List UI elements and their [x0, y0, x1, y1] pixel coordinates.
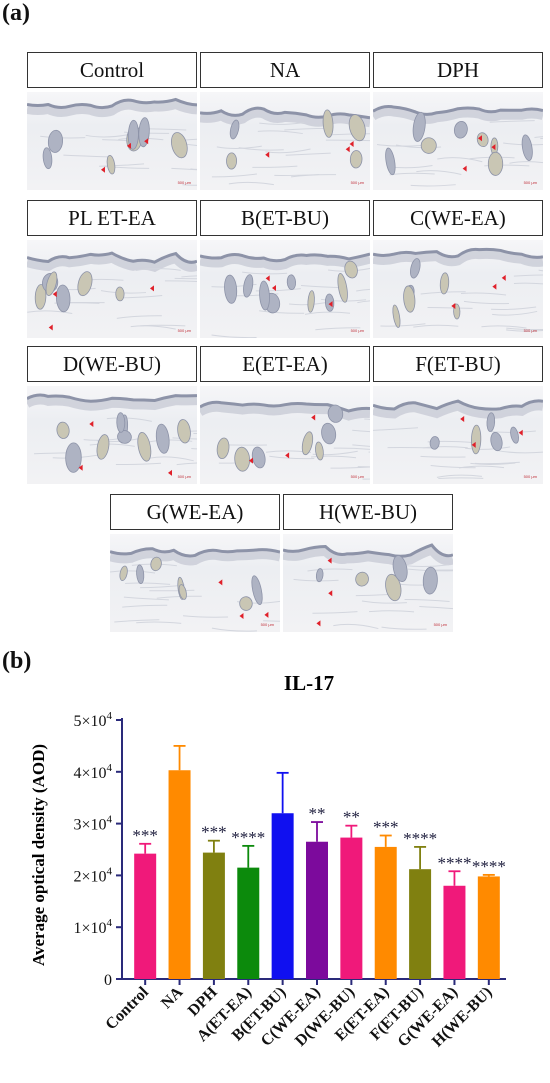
- histology-image-f-et-bu: 500 μm: [373, 386, 543, 484]
- significance-label-5: **: [309, 804, 326, 823]
- scale-bar-text: 500 μm: [524, 328, 538, 333]
- x-tick-label: Control: [102, 983, 152, 1033]
- significance-label-9: ****: [437, 853, 471, 872]
- chart-title: IL-17: [284, 671, 334, 695]
- tile-label-e-et-ea: E(ET-EA): [200, 346, 370, 382]
- histology-image-dph: 500 μm: [373, 92, 543, 190]
- histology-image-h-we-bu: 500 μm: [283, 534, 453, 632]
- scale-bar-text: 500 μm: [178, 474, 192, 479]
- x-tick-label: NA: [158, 983, 187, 1012]
- histology-image-e-et-ea: 500 μm: [200, 386, 370, 484]
- bar-10: [477, 876, 500, 979]
- tile-label-f-et-bu: F(ET-BU): [373, 346, 543, 382]
- histology-image-control: 500 μm: [27, 92, 197, 190]
- bar-6: [340, 837, 363, 979]
- scale-bar-text: 500 μm: [261, 622, 275, 627]
- tile-label-dph: DPH: [373, 52, 543, 88]
- y-tick-label: 5×104: [73, 710, 112, 730]
- bar-5: [306, 841, 328, 979]
- bar-8: [409, 869, 432, 979]
- scale-bar-text: 500 μm: [351, 328, 365, 333]
- y-tick-label: 4×104: [73, 762, 112, 782]
- y-tick-label: 2×104: [73, 865, 112, 885]
- significance-label-7: ***: [373, 818, 399, 837]
- tile-label-d-we-bu: D(WE-BU): [27, 346, 197, 382]
- chart-body: 0 1×104 2×104 3×104 4×104 5×104 *** Control NA **…: [73, 710, 506, 1051]
- tile-label-b-et-bu: B(ET-BU): [200, 200, 370, 236]
- panel-a-letter: (a): [2, 0, 30, 26]
- scale-bar-text: 500 μm: [178, 328, 192, 333]
- scale-bar-text: 500 μm: [178, 180, 192, 185]
- histology-image-pl-et-ea: 500 μm: [27, 240, 197, 338]
- significance-label-10: ****: [472, 857, 506, 876]
- histology-image-c-we-ea: 500 μm: [373, 240, 543, 338]
- significance-label-8: ****: [403, 829, 437, 848]
- significance-label-3: ****: [231, 828, 265, 847]
- significance-label-0: ***: [132, 826, 158, 845]
- tile-label-na: NA: [200, 52, 370, 88]
- panel-b-letter: (b): [2, 648, 32, 674]
- y-tick-label: 0: [104, 972, 112, 989]
- bar-2: [202, 852, 225, 979]
- scale-bar-text: 500 μm: [524, 180, 538, 185]
- scale-bar-text: 500 μm: [524, 474, 538, 479]
- tile-label-pl-et-ea: PL ET-EA: [27, 200, 197, 236]
- tile-label-h-we-bu: H(WE-BU): [283, 494, 453, 530]
- bar-3: [237, 867, 260, 979]
- bar-chart: IL-17 Average optical density (AOD) 0 1×1…: [29, 671, 506, 1051]
- scale-bar-text: 500 μm: [351, 180, 365, 185]
- histology-image-d-we-bu: 500 μm: [27, 386, 197, 484]
- bar-9: [443, 885, 466, 979]
- tile-label-c-we-ea: C(WE-EA): [373, 200, 543, 236]
- tile-label-control: Control: [27, 52, 197, 88]
- bar-4: [271, 813, 294, 979]
- scale-bar-text: 500 μm: [351, 474, 365, 479]
- y-tick-label: 1×104: [73, 917, 112, 937]
- tile-label-g-we-ea: G(WE-EA): [110, 494, 280, 530]
- bar-1: [168, 770, 191, 979]
- significance-label-2: ***: [201, 823, 227, 842]
- bar-0: [134, 853, 157, 979]
- histology-image-b-et-bu: 500 μm: [200, 240, 370, 338]
- bar-7: [374, 846, 397, 979]
- histology-image-g-we-ea: 500 μm: [110, 534, 280, 632]
- scale-bar-text: 500 μm: [434, 622, 448, 627]
- y-tick-label: 3×104: [73, 814, 112, 834]
- significance-label-6: **: [343, 808, 360, 827]
- y-axis-label: Average optical density (AOD): [29, 744, 48, 966]
- histology-image-na: 500 μm: [200, 92, 370, 190]
